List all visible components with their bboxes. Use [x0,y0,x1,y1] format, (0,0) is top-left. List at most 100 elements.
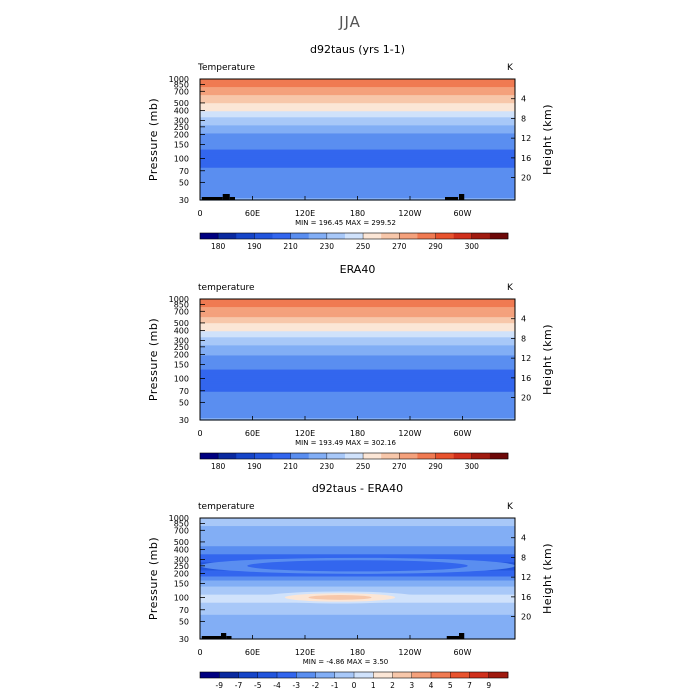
contour-band [200,345,515,348]
contour-band [200,133,515,137]
y-tick-label: 200 [174,131,189,140]
y-tick-label: 70 [179,606,189,615]
x-tick-label: 60W [453,429,471,438]
colorbar-swatch [296,672,316,678]
contour-band [200,107,515,110]
contour-band [200,608,515,612]
y-tick-label: 850 [174,520,189,529]
contour-band [200,123,515,126]
contour-band [200,355,515,359]
y-tick-label: 850 [174,81,189,90]
colorbar-label: -2 [312,681,320,690]
colorbar-label: -9 [216,681,224,690]
colorbar-swatch [450,672,470,678]
variable-label: Temperature [197,63,255,73]
contour-band [200,331,515,334]
x-tick-label: 60W [453,648,471,657]
y2-axis-title: Height (km) [541,104,554,175]
contour-band [200,299,515,302]
y-tick-label: 50 [179,398,189,407]
contour-band [200,550,515,553]
colorbar-swatch [417,453,436,459]
contour-band [200,101,515,104]
y-tick-label: 500 [174,99,189,108]
y2-tick-label: 16 [521,154,531,163]
x-tick-label: 120W [398,429,421,438]
colorbar-label: -5 [254,681,262,690]
contour-band [200,586,515,590]
colorbar-label: 250 [356,242,371,251]
contour-band [200,127,515,131]
contour-band [200,534,515,537]
colorbar-swatch [344,453,364,459]
contour-band [200,303,515,306]
contour-band [200,548,515,551]
contour-band [200,584,515,588]
min-max-stats: MIN = 196.45 MAX = 299.52 [295,219,396,227]
contour-band [200,518,515,521]
contour-band [200,85,515,88]
colorbar-swatch [354,672,374,678]
colorbar-swatch [363,453,382,459]
contour-band [200,307,515,310]
colorbar-label: 210 [283,242,298,251]
contour-band [200,119,515,122]
contour-band [200,387,515,391]
y-tick-label: 850 [174,301,189,310]
y-tick-label: 100 [174,374,189,383]
contour-band [200,373,515,377]
colorbar-label: -7 [235,681,243,690]
y2-tick-label: 16 [521,374,531,383]
contour-band [200,343,515,346]
topography-mask [201,636,221,639]
colorbar-label: 5 [448,681,453,690]
colorbar-label: 2 [390,681,395,690]
contour-band [200,520,515,523]
y2-tick-label: 20 [521,174,531,183]
contour-band [200,554,515,557]
contour-band [200,602,515,606]
colorbar: 180 190 210 230 250 270 290 300 [199,232,509,251]
y-tick-label: 30 [179,635,189,644]
contour-band [200,367,515,371]
y2-tick-label: 8 [521,114,526,123]
colorbar-label: 9 [486,681,491,690]
y2-tick-label: 12 [521,134,531,143]
contour-band [200,79,515,82]
colorbar-frame [199,452,509,460]
contour-band [200,359,515,363]
contour-band [200,540,515,543]
colorbar-swatch [381,233,400,239]
y-tick-label: 250 [174,123,189,132]
y-tick-label: 300 [174,337,189,346]
contour-band [200,179,515,183]
y-tick-label: 100 [174,593,189,602]
contour-band [200,532,515,535]
y-tick-label: 70 [179,387,189,396]
y-tick-label: 70 [179,167,189,176]
contour-band [200,139,515,143]
variable-label: temperature [198,502,255,512]
contour-band [200,317,515,320]
chart-title: ERA40 [340,263,376,276]
y-axis-title: Pressure (mb) [147,537,160,620]
colorbar-label: 230 [320,462,335,471]
contour-band [200,95,515,98]
contour-band [200,161,515,165]
colorbar: -9 -7 -5 -4 -3 -2 -1 0 1 2 3 4 5 7 9 [199,671,509,690]
y-tick-label: 1000 [169,514,189,523]
colorbar-swatch [453,453,473,459]
contour-band [200,109,515,112]
x-tick-label: 60E [245,648,260,657]
colorbar-label: -1 [331,681,339,690]
colorbar-swatch [326,233,346,239]
y-tick-label: 700 [174,87,189,96]
contour-band [200,542,515,545]
colorbar-swatch [381,453,400,459]
contour-band [200,145,515,149]
contour-band [200,131,515,135]
y2-tick-label: 16 [521,593,531,602]
contour-band [200,153,515,157]
contour-band [200,183,515,187]
